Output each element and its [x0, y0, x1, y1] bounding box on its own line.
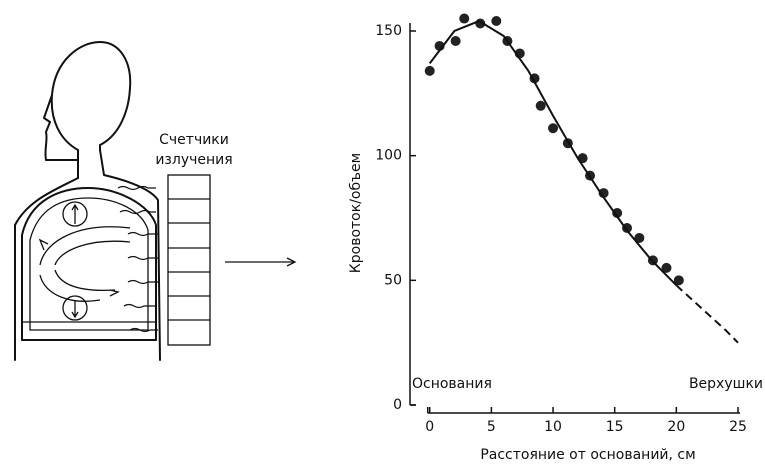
data-point: [548, 123, 558, 133]
annotation: Основания: [412, 376, 492, 392]
flow-arrows: [40, 205, 130, 317]
body-diagram: Счетчики излучения: [15, 42, 295, 360]
data-point: [451, 36, 461, 46]
data-point: [536, 101, 546, 111]
counter-label: излучения: [155, 152, 232, 168]
x-tick-label: 15: [606, 419, 624, 435]
detector: [168, 175, 210, 345]
chest-inner: [22, 198, 156, 330]
annotation: Верхушки: [689, 376, 763, 392]
y-axis-label: Кровоток/объем: [348, 153, 364, 273]
x-tick-label: 0: [425, 419, 434, 435]
transfer-arrow: [225, 258, 295, 266]
data-point: [491, 16, 501, 26]
x-axis-label: Расстояние от оснований, см: [480, 447, 695, 463]
figure: Счетчики излучения 0 50 100 150 0 5 10 15 20 25 Ра…: [0, 0, 765, 468]
y-tick-label: 150: [375, 23, 402, 39]
x-tick-label: 10: [544, 419, 562, 435]
y-tick-label: 100: [375, 148, 402, 164]
chest: [22, 188, 156, 340]
head-silhouette: [44, 42, 130, 178]
data-point: [425, 66, 435, 76]
data-point: [459, 14, 469, 24]
y-tick-label: 0: [393, 397, 402, 413]
fit-curve-extrapolated: [676, 285, 738, 342]
x-tick-label: 20: [667, 419, 685, 435]
counter-label: Счетчики: [159, 132, 229, 148]
fit-curve: [430, 21, 677, 285]
radiation-arrows: [118, 187, 158, 332]
x-tick-label: 5: [487, 419, 496, 435]
detector-cells: [168, 199, 210, 320]
x-tick-label: 25: [729, 419, 747, 435]
chart: 0 50 100 150 0 5 10 15 20 25 Расстояние от основан…: [348, 14, 763, 463]
y-tick-label: 50: [384, 272, 402, 288]
